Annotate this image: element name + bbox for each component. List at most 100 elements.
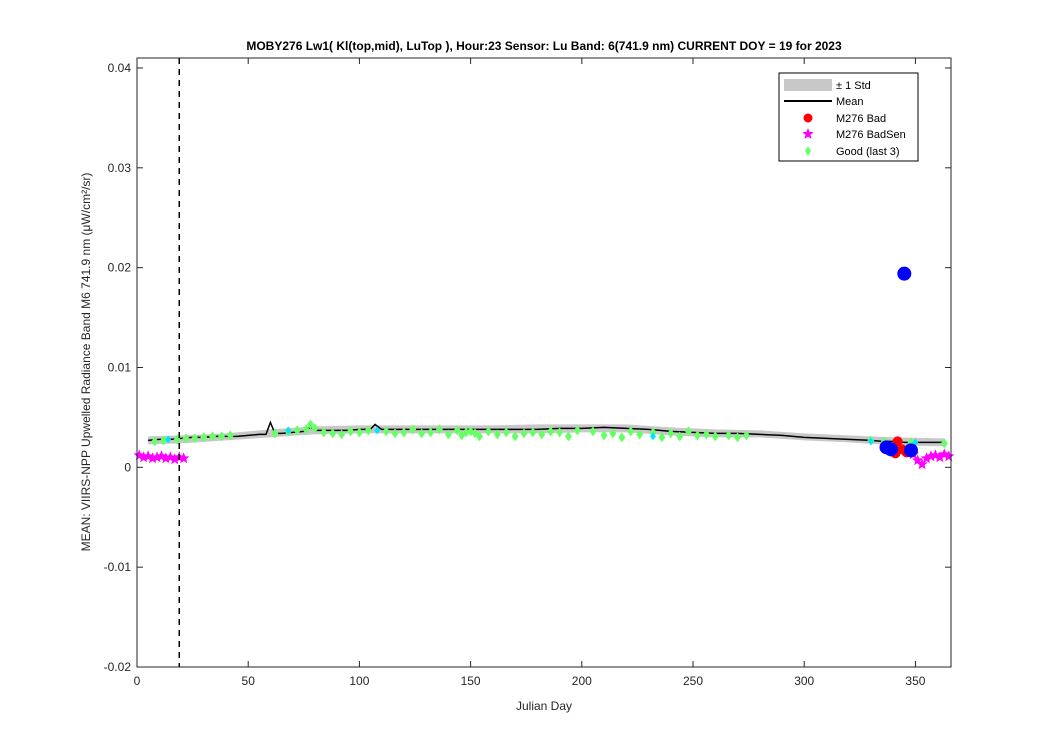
badsen-point [146,452,159,464]
good-point [320,427,328,438]
cyan-point [165,435,172,444]
y-tick-label: 0.02 [108,261,132,275]
good-point [742,430,750,441]
good-point [511,431,519,442]
legend-mean-label: Mean [836,96,864,108]
x-tick-label: 100 [349,674,369,688]
good-point [702,429,710,440]
badsen-point [169,453,181,465]
blue-point [897,266,912,281]
markers-layer [133,266,955,470]
badsen-point [151,451,163,463]
good-point [589,426,597,437]
good-point [338,429,346,440]
good-point [520,428,528,439]
good-point [382,426,390,437]
good-point [347,426,355,437]
good-point [391,428,399,439]
badsen-point [925,450,937,462]
x-tick-label: 0 [134,674,141,688]
good-point [271,428,279,439]
good-point [182,433,190,444]
good-point [940,438,948,449]
good-point [564,431,572,442]
x-tick-label: 250 [683,674,703,688]
legend-bad-label: M276 Bad [836,113,886,125]
x-tick-label: 300 [794,674,814,688]
good-point [191,433,199,444]
y-tick-label: 0.01 [108,360,132,374]
badsen-point [160,452,172,464]
good-point [502,427,510,438]
y-tick-label: 0 [124,460,131,474]
legend-badsen-swatch [802,128,814,139]
good-point [733,432,741,443]
good-point [302,424,310,435]
good-point [618,432,626,443]
badsen-point [155,450,168,462]
plot-frame [136,57,952,668]
good-point [676,431,684,442]
good-point [476,431,484,442]
cyan-point [867,437,874,446]
good-point [556,427,564,438]
legend-good-swatch [805,146,811,156]
good-point [160,435,168,446]
good-point [435,424,443,435]
badsen-point [142,450,154,462]
good-point [493,429,501,440]
good-point [311,423,319,434]
legend-good-label: Good (last 3) [836,146,900,158]
good-point [355,427,363,438]
y-axis-ticks: -0.02 -0.01 0 0.01 0.02 0.03 0.04 [104,61,951,674]
badsen-point [920,452,933,464]
good-point [209,431,217,442]
good-point [600,430,608,441]
x-tick-label: 200 [572,674,592,688]
x-tick-label: 50 [242,674,256,688]
good-point [693,430,701,441]
y-axis-label: MEAN: VIIRS-NPP Upwelled Radiance Band M… [79,173,93,552]
good-point [200,432,208,443]
good-point [226,430,234,441]
badsen-point [178,452,190,464]
legend-badsen-label: M276 BadSen [836,129,906,141]
x-axis-ticks: 0 50 100 150 200 250 300 350 [134,58,926,688]
y-tick-label: -0.02 [104,660,132,674]
legend: ± 1 Std Mean M276 Bad M276 BadSen Good (… [778,72,919,162]
good-point [636,429,644,440]
good-point [538,429,546,440]
cyan-point [649,432,656,441]
badsen-point [943,450,955,462]
good-point [685,426,693,437]
good-point [418,428,426,439]
legend-std-swatch [784,79,832,91]
good-point [409,424,417,435]
chart-title: MOBY276 Lw1( Kl(top,mid), LuTop ), Hour:… [246,39,842,53]
good-point [711,431,719,442]
cyan-point [285,426,292,435]
badsen-point [164,451,177,463]
good-point [400,427,408,438]
good-point [444,429,452,440]
good-point [151,436,159,447]
good-point [658,432,666,443]
good-point [627,426,635,437]
good-point [218,431,226,442]
y-tick-label: 0.04 [108,61,132,75]
good-point [427,427,435,438]
good-point [529,427,537,438]
good-point [573,425,581,436]
good-point [364,425,372,436]
y-tick-label: -0.01 [104,560,132,574]
good-point [306,419,314,430]
good-point [667,428,675,439]
x-axis-label: Julian Day [516,699,572,713]
legend-bad-swatch [803,113,813,123]
badsen-point [916,458,928,470]
good-point [725,430,733,441]
blue-point [903,443,918,458]
legend-std-label: ± 1 Std [836,80,871,92]
blue-point [883,442,898,457]
